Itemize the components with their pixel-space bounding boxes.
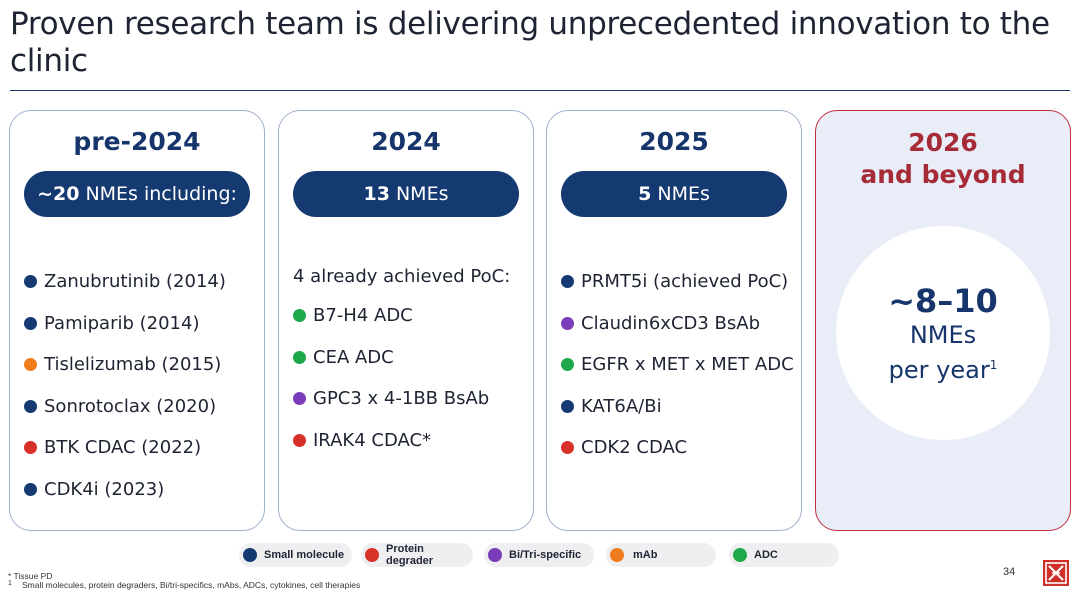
list-item-label: KAT6A/Bi	[581, 395, 662, 417]
legend-swatch	[610, 548, 624, 562]
nme-rate-value: ~8–10	[888, 281, 998, 320]
card-heading: pre-2024	[73, 127, 201, 156]
list-item: GPC3 x 4-1BB BsAb	[293, 378, 525, 420]
nme-rate-unit: NMEs	[909, 320, 977, 349]
modality-dot-icon	[24, 399, 37, 413]
list-item: IRAK4 CDAC*	[293, 420, 525, 462]
nme-list-items: B7-H4 ADC CEA ADC GPC3 x 4-1BB BsAb IRAK4 C…	[293, 295, 525, 461]
modality-dot-icon	[561, 316, 574, 330]
legend-label: Protein degrader	[386, 543, 434, 567]
page-number: 34	[1003, 566, 1016, 578]
footnote-1: 1 Small molecules, protein degraders, Bi/…	[8, 580, 360, 590]
nme-rate-circle: ~8–10 NMEs per year1	[836, 226, 1050, 440]
list-item-label: PRMT5i (achieved PoC)	[581, 271, 789, 293]
nme-count-pill: ~20 NMEs including:	[24, 171, 250, 217]
list-item-label: Pamiparib (2014)	[44, 312, 200, 334]
legend-label: ADC	[754, 549, 778, 561]
list-item-label: Sonrotoclax (2020)	[44, 395, 217, 417]
poc-subheading: 4 already achieved PoC:	[293, 265, 511, 287]
modality-dot-icon	[293, 433, 306, 447]
card-heading-sub: and beyond	[860, 160, 1026, 189]
modality-dot-icon	[561, 399, 574, 413]
legend-swatch	[365, 548, 379, 562]
card-heading: 2026 and beyond	[816, 127, 1070, 191]
card-heading-year: 2026	[908, 128, 978, 157]
list-item-label: CDK2 CDAC	[581, 437, 688, 459]
modality-dot-icon	[293, 309, 306, 323]
modality-dot-icon	[24, 482, 37, 496]
list-item-label: B7-H4 ADC	[313, 305, 413, 327]
nme-list: 4 already achieved PoC: B7-H4 ADC CEA ADC…	[293, 257, 525, 461]
card-pre-2024: pre-2024 ~20 NMEs including: Zanubrutini…	[9, 110, 265, 531]
legend-label: Bi/Tri-specific	[509, 549, 582, 561]
company-logo-icon	[1043, 560, 1069, 586]
list-item: B7-H4 ADC	[293, 295, 525, 337]
legend-item: ADC	[729, 543, 839, 567]
nme-count: 5	[638, 183, 652, 205]
list-item-label: EGFR x MET x MET ADC	[581, 354, 794, 376]
modality-dot-icon	[561, 358, 574, 372]
list-item-label: Claudin6xCD3 BsAb	[581, 312, 761, 334]
modality-dot-icon	[24, 275, 37, 289]
card-2024: 2024 13 NMEs 4 already achieved PoC: B7-…	[278, 110, 534, 531]
modality-dot-icon	[24, 358, 37, 372]
nme-list: PRMT5i (achieved PoC) Claudin6xCD3 BsAb EG…	[561, 261, 794, 469]
nme-list: Zanubrutinib (2014) Pamiparib (2014) Tisle…	[24, 261, 256, 510]
list-item: PRMT5i (achieved PoC)	[561, 261, 793, 303]
nme-label: NMEs	[657, 183, 710, 205]
list-item: BTK CDAC (2022)	[24, 427, 256, 469]
modality-dot-icon	[293, 392, 306, 406]
card-heading: 2025	[639, 127, 709, 156]
card-2026-and-beyond: 2026 and beyond ~8–10 NMEs per year1	[815, 110, 1071, 531]
list-item: Zanubrutinib (2014)	[24, 261, 256, 303]
list-item-label: Zanubrutinib (2014)	[44, 271, 226, 293]
legend-item: Small molecule	[239, 543, 352, 567]
modality-dot-icon	[293, 350, 306, 364]
modality-dot-icon	[24, 316, 37, 330]
legend-swatch	[243, 548, 257, 562]
footnote-1-mark: 1	[8, 580, 12, 587]
list-item: CEA ADC	[293, 337, 525, 379]
footnote-marker: 1	[989, 357, 998, 372]
list-item: CDK4i (2023)	[24, 469, 256, 511]
nme-count-pill: 13 NMEs	[293, 171, 519, 217]
list-item-label: BTK CDAC (2022)	[44, 437, 202, 459]
list-item: Pamiparib (2014)	[24, 303, 256, 345]
list-item: Tislelizumab (2015)	[24, 344, 256, 386]
legend-item: Protein degrader	[361, 543, 473, 567]
legend-swatch	[733, 548, 747, 562]
nme-label: NMEs	[395, 183, 449, 205]
modality-dot-icon	[561, 275, 574, 289]
list-item-label: Tislelizumab (2015)	[44, 354, 222, 376]
list-item: Claudin6xCD3 BsAb	[561, 303, 793, 345]
nme-count: ~20	[37, 183, 80, 205]
legend-label: Small molecule	[264, 549, 345, 561]
list-item-label: IRAK4 CDAC*	[313, 429, 432, 451]
nme-rate-period: per year1	[889, 350, 998, 385]
list-item-label: GPC3 x 4-1BB BsAb	[313, 388, 490, 410]
list-item: Sonrotoclax (2020)	[24, 386, 256, 428]
legend-item: Bi/Tri-specific	[484, 543, 594, 567]
nme-label: NMEs including:	[85, 183, 237, 205]
legend-item: mAb	[606, 543, 716, 567]
legend-swatch	[488, 548, 502, 562]
period-text: per year	[888, 355, 990, 384]
card-heading: 2024	[371, 127, 441, 156]
footnote-1-text: Small molecules, protein degraders, Bi/t…	[22, 580, 361, 590]
nme-count: 13	[363, 183, 390, 205]
list-item: EGFR x MET x MET ADC	[561, 344, 794, 386]
modality-dot-icon	[24, 441, 37, 455]
list-item: KAT6A/Bi	[561, 386, 793, 428]
footnote-tissue: * Tissue PD	[8, 571, 53, 581]
list-item-label: CDK4i (2023)	[44, 478, 165, 500]
card-2025: 2025 5 NMEs PRMT5i (achieved PoC) Claudin…	[546, 110, 802, 531]
legend-label: mAb	[633, 549, 658, 561]
modality-dot-icon	[561, 441, 574, 455]
list-item: CDK2 CDAC	[561, 427, 793, 469]
slide-title: Proven research team is delivering unpre…	[10, 6, 1050, 79]
title-divider	[10, 90, 1070, 91]
list-item-label: CEA ADC	[313, 346, 394, 368]
nme-count-pill: 5 NMEs	[561, 171, 787, 217]
